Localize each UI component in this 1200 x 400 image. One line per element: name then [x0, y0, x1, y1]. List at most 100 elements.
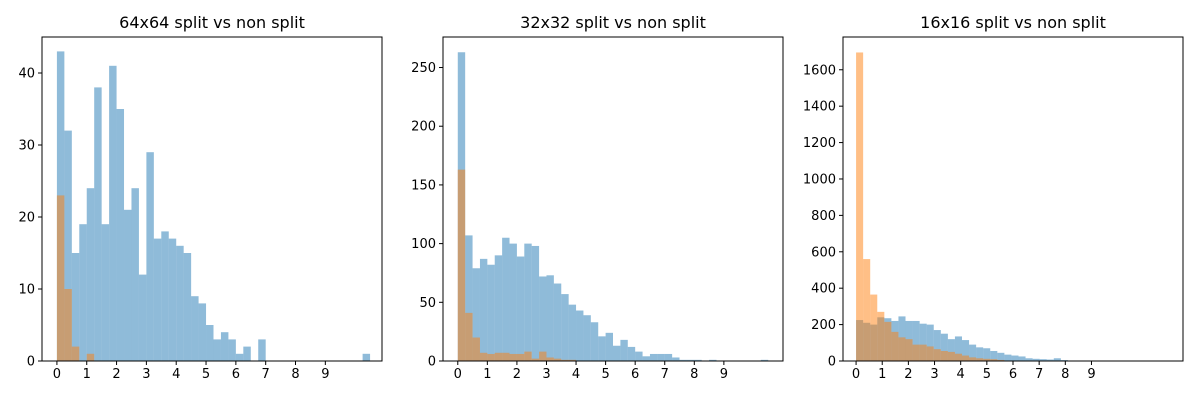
- bar: [183, 253, 192, 361]
- bar: [124, 209, 132, 361]
- bar: [905, 339, 913, 361]
- x-tick-label: 8: [1061, 367, 1069, 382]
- bar: [213, 339, 221, 361]
- bar: [457, 169, 466, 361]
- bar: [583, 315, 591, 361]
- y-tick-label: 400: [811, 282, 836, 297]
- bar: [709, 359, 717, 361]
- bar: [220, 332, 229, 361]
- y-tick-label: 30: [18, 139, 35, 154]
- bar: [898, 337, 906, 361]
- chart-panel-1: 0 1 2 3 4 5 6 7 8 9 0 10 20 30 40 64x64 split vs non sp…: [18, 13, 383, 382]
- bar: [590, 322, 599, 361]
- bar: [479, 258, 488, 361]
- bar: [976, 358, 984, 361]
- bar: [969, 344, 977, 361]
- bar: [919, 323, 927, 361]
- bar: [1053, 358, 1061, 361]
- bar: [524, 243, 532, 361]
- bar: [933, 349, 941, 361]
- x-tick-label: 1: [83, 367, 91, 382]
- series-2: [856, 52, 1005, 361]
- bar: [71, 346, 80, 361]
- bar: [598, 336, 606, 361]
- x-tick-label: 7: [1035, 367, 1043, 382]
- bar: [258, 339, 266, 361]
- bar: [620, 339, 628, 361]
- bar: [877, 311, 885, 361]
- x-tick-label: 5: [601, 367, 609, 382]
- bar: [198, 303, 207, 361]
- bar: [494, 352, 503, 361]
- bar: [760, 359, 769, 361]
- bar: [672, 357, 680, 361]
- bar: [153, 238, 162, 361]
- x-tick-label: 3: [142, 367, 150, 382]
- axes-frame: [442, 36, 784, 362]
- x-tick-label: 1: [878, 367, 886, 382]
- bar: [228, 339, 236, 361]
- chart-title: 16x16 split vs non split: [920, 13, 1106, 32]
- x-tick-label: 2: [904, 367, 912, 382]
- bar: [94, 87, 102, 362]
- bar: [694, 359, 702, 361]
- bar: [502, 237, 510, 361]
- bar: [605, 332, 613, 361]
- bar: [487, 353, 495, 361]
- series-1: [56, 51, 371, 362]
- axes-frame: [842, 36, 1184, 362]
- bar: [146, 152, 154, 361]
- bar: [947, 351, 955, 361]
- y-tick-label: 1600: [803, 63, 836, 78]
- x-tick-label: 2: [513, 367, 521, 382]
- x-tick-label: 5: [202, 367, 210, 382]
- bar: [649, 353, 658, 361]
- bar: [884, 321, 892, 361]
- bar: [56, 195, 65, 361]
- bar: [1039, 359, 1047, 361]
- bar: [516, 353, 525, 361]
- bar: [912, 344, 920, 361]
- x-tick-label: 6: [631, 367, 639, 382]
- bar: [86, 353, 95, 361]
- x-tick-label: 4: [572, 367, 580, 382]
- bar: [954, 353, 962, 361]
- bar: [539, 351, 547, 361]
- chart-panel-3: 0 1 2 3 4 5 6 7 8 9 0 200 400 600 800 1000 1200 1400 1600 1…: [803, 13, 1184, 382]
- bar: [976, 347, 984, 361]
- bar: [502, 352, 510, 361]
- bar: [561, 359, 569, 361]
- bar: [947, 339, 955, 361]
- x-tick-label: 9: [321, 367, 329, 382]
- bar: [109, 65, 117, 362]
- bar: [627, 346, 636, 361]
- bar: [1004, 354, 1012, 361]
- bar: [1018, 356, 1026, 361]
- x-tick-label: 0: [53, 367, 61, 382]
- x-tick-label: 8: [291, 367, 299, 382]
- x-tick-label: 3: [930, 367, 938, 382]
- y-tick-label: 250: [411, 61, 436, 76]
- x-tick-label: 9: [1087, 367, 1095, 382]
- bar: [235, 353, 244, 361]
- bar: [71, 253, 80, 361]
- bar: [997, 352, 1005, 361]
- bar: [891, 331, 899, 361]
- x-tick-label: 0: [454, 367, 462, 382]
- bar: [1025, 358, 1033, 361]
- bar: [561, 294, 569, 361]
- axes-frame: [41, 36, 383, 362]
- bar: [138, 274, 147, 361]
- bar: [576, 310, 584, 361]
- y-tick-label: 1400: [803, 100, 836, 115]
- bar: [176, 245, 184, 361]
- bar: [568, 359, 577, 361]
- bar: [553, 283, 562, 361]
- x-tick-label: 4: [172, 367, 180, 382]
- bar: [465, 312, 473, 361]
- bar: [362, 353, 371, 361]
- chart-title: 32x32 split vs non split: [520, 13, 706, 32]
- bar: [101, 224, 110, 361]
- y-tick-label: 1200: [803, 136, 836, 151]
